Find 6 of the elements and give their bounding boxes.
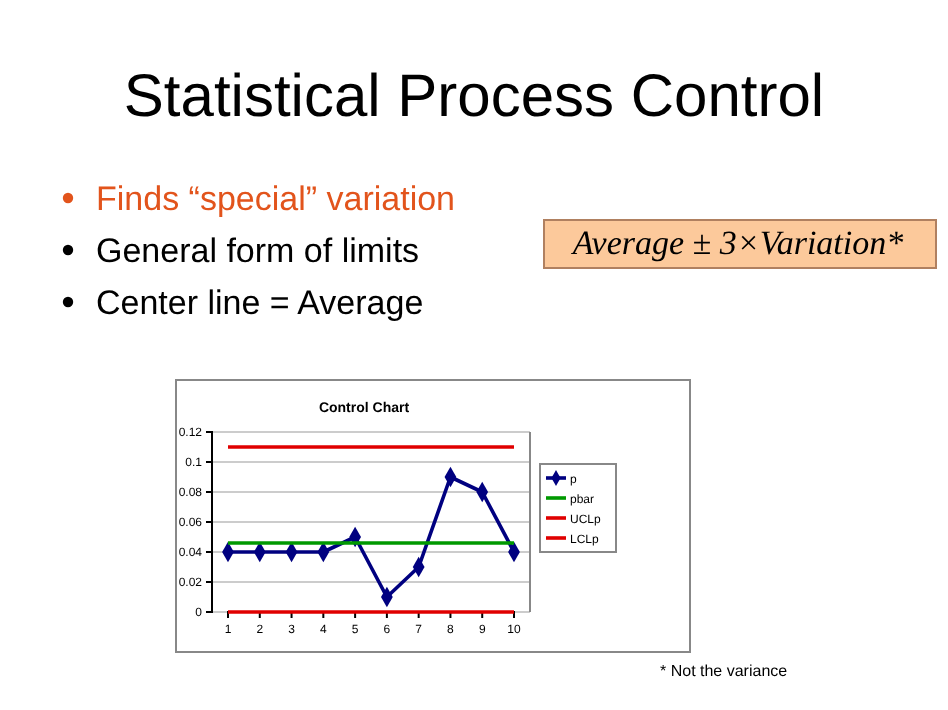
text: Average ± 3×Variation* bbox=[570, 224, 905, 262]
text: Finds “special” variation bbox=[96, 180, 456, 218]
text: * Not the variance bbox=[660, 662, 789, 680]
text: Statistical Process Control bbox=[123, 64, 825, 130]
text: General form of limits bbox=[96, 232, 420, 270]
text: Center line = Average bbox=[96, 284, 424, 322]
